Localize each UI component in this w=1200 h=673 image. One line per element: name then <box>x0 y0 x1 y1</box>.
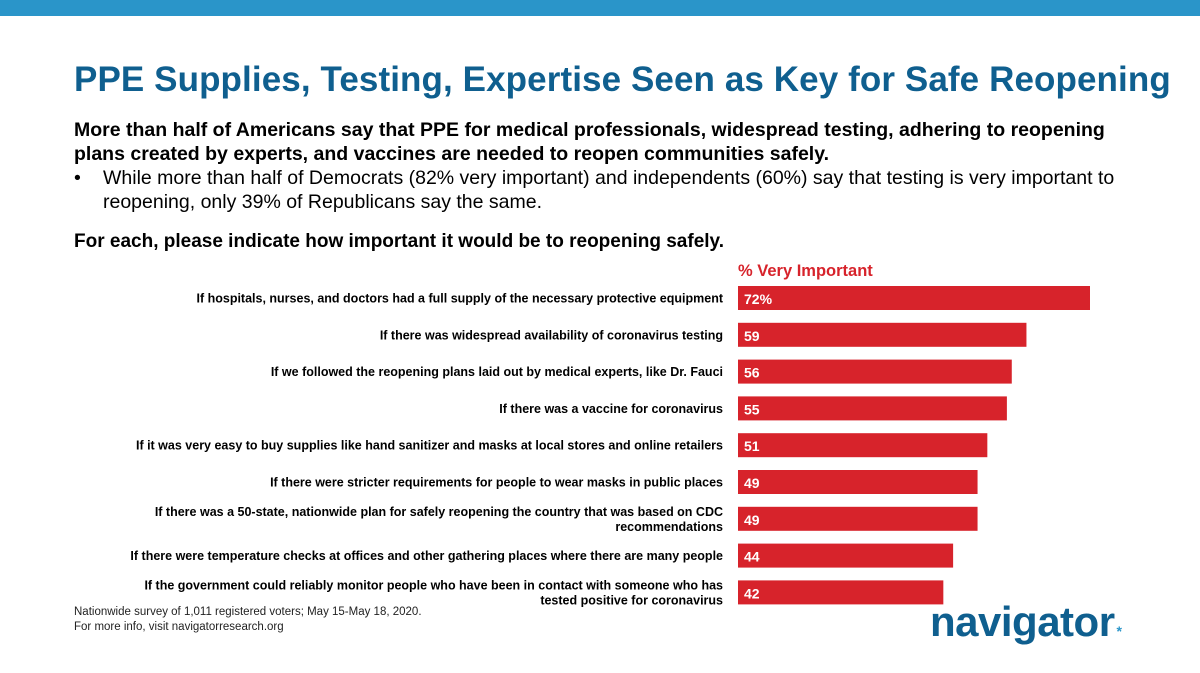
bullet-point: • While more than half of Democrats (82%… <box>74 166 1134 214</box>
bullet-text: While more than half of Democrats (82% v… <box>103 167 1115 213</box>
slide-title: PPE Supplies, Testing, Expertise Seen as… <box>74 60 1171 99</box>
category-label: If there was widespread availability of … <box>380 328 723 342</box>
bar-value-label: 49 <box>744 475 760 491</box>
footer-note: Nationwide survey of 1,011 registered vo… <box>74 605 574 635</box>
category-label: If we followed the reopening plans laid … <box>271 365 723 379</box>
survey-question: For each, please indicate how important … <box>74 231 724 252</box>
logo-star-icon: * <box>1116 623 1122 639</box>
bar <box>738 322 1027 347</box>
bar-value-label: 56 <box>744 365 760 381</box>
category-label: If there were stricter requirements for … <box>270 476 723 490</box>
bars-group: 72% If hospitals, nurses, and doctors had… <box>130 286 1090 607</box>
bar <box>738 543 954 568</box>
bar <box>738 580 944 605</box>
bar <box>738 433 988 458</box>
bar-value-label: 51 <box>744 438 760 454</box>
bar-value-label: 59 <box>744 328 760 344</box>
category-label: tested positive for coronavirus <box>540 593 723 607</box>
bar-value-label: 44 <box>744 549 760 565</box>
top-accent-bar <box>0 0 1200 16</box>
bar-value-label: 55 <box>744 401 760 417</box>
bar-value-label: 49 <box>744 512 760 528</box>
footer-website: For more info, visit navigatorresearch.o… <box>74 621 284 633</box>
bar <box>738 506 978 531</box>
navigator-logo: navigator * <box>930 598 1122 646</box>
bar <box>738 470 978 494</box>
category-label: If hospitals, nurses, and doctors had a … <box>196 292 723 306</box>
category-label: If there was a vaccine for coronavirus <box>499 402 723 416</box>
bar <box>738 396 1007 421</box>
slide-subtitle: More than half of Americans say that PPE… <box>74 119 1105 165</box>
bar <box>738 359 1012 384</box>
category-label: recommendations <box>615 520 723 534</box>
category-label: If the government could reliably monitor… <box>144 578 723 592</box>
logo-text: navigator <box>930 598 1115 645</box>
category-label: If it was very easy to buy supplies like… <box>136 439 723 453</box>
bar-value-label: 42 <box>744 585 760 601</box>
footer-survey-info: Nationwide survey of 1,011 registered vo… <box>74 606 422 618</box>
series-header: % Very Important <box>738 262 873 280</box>
category-label: If there was a 50-state, nationwide plan… <box>155 505 723 519</box>
category-label: If there were temperature checks at offi… <box>130 549 723 563</box>
bar <box>738 286 1090 310</box>
bar-value-label: 72% <box>744 291 773 307</box>
bullet-marker: • <box>74 167 81 189</box>
